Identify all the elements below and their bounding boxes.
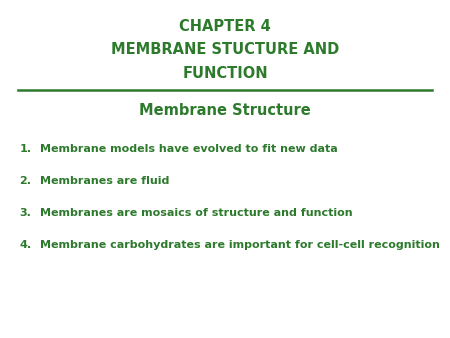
Text: Membranes are fluid: Membranes are fluid — [40, 176, 170, 186]
Text: 3.: 3. — [20, 208, 32, 218]
Text: Membranes are mosaics of structure and function: Membranes are mosaics of structure and f… — [40, 208, 353, 218]
Text: 4.: 4. — [19, 240, 32, 250]
Text: 2.: 2. — [19, 176, 32, 186]
Text: Membrane carbohydrates are important for cell-cell recognition: Membrane carbohydrates are important for… — [40, 240, 441, 250]
Text: 1.: 1. — [19, 144, 32, 154]
Text: CHAPTER 4: CHAPTER 4 — [179, 19, 271, 33]
Text: Membrane models have evolved to fit new data: Membrane models have evolved to fit new … — [40, 144, 338, 154]
Text: Membrane Structure: Membrane Structure — [139, 103, 311, 118]
Text: MEMBRANE STUCTURE AND: MEMBRANE STUCTURE AND — [111, 42, 339, 57]
Text: FUNCTION: FUNCTION — [182, 66, 268, 81]
